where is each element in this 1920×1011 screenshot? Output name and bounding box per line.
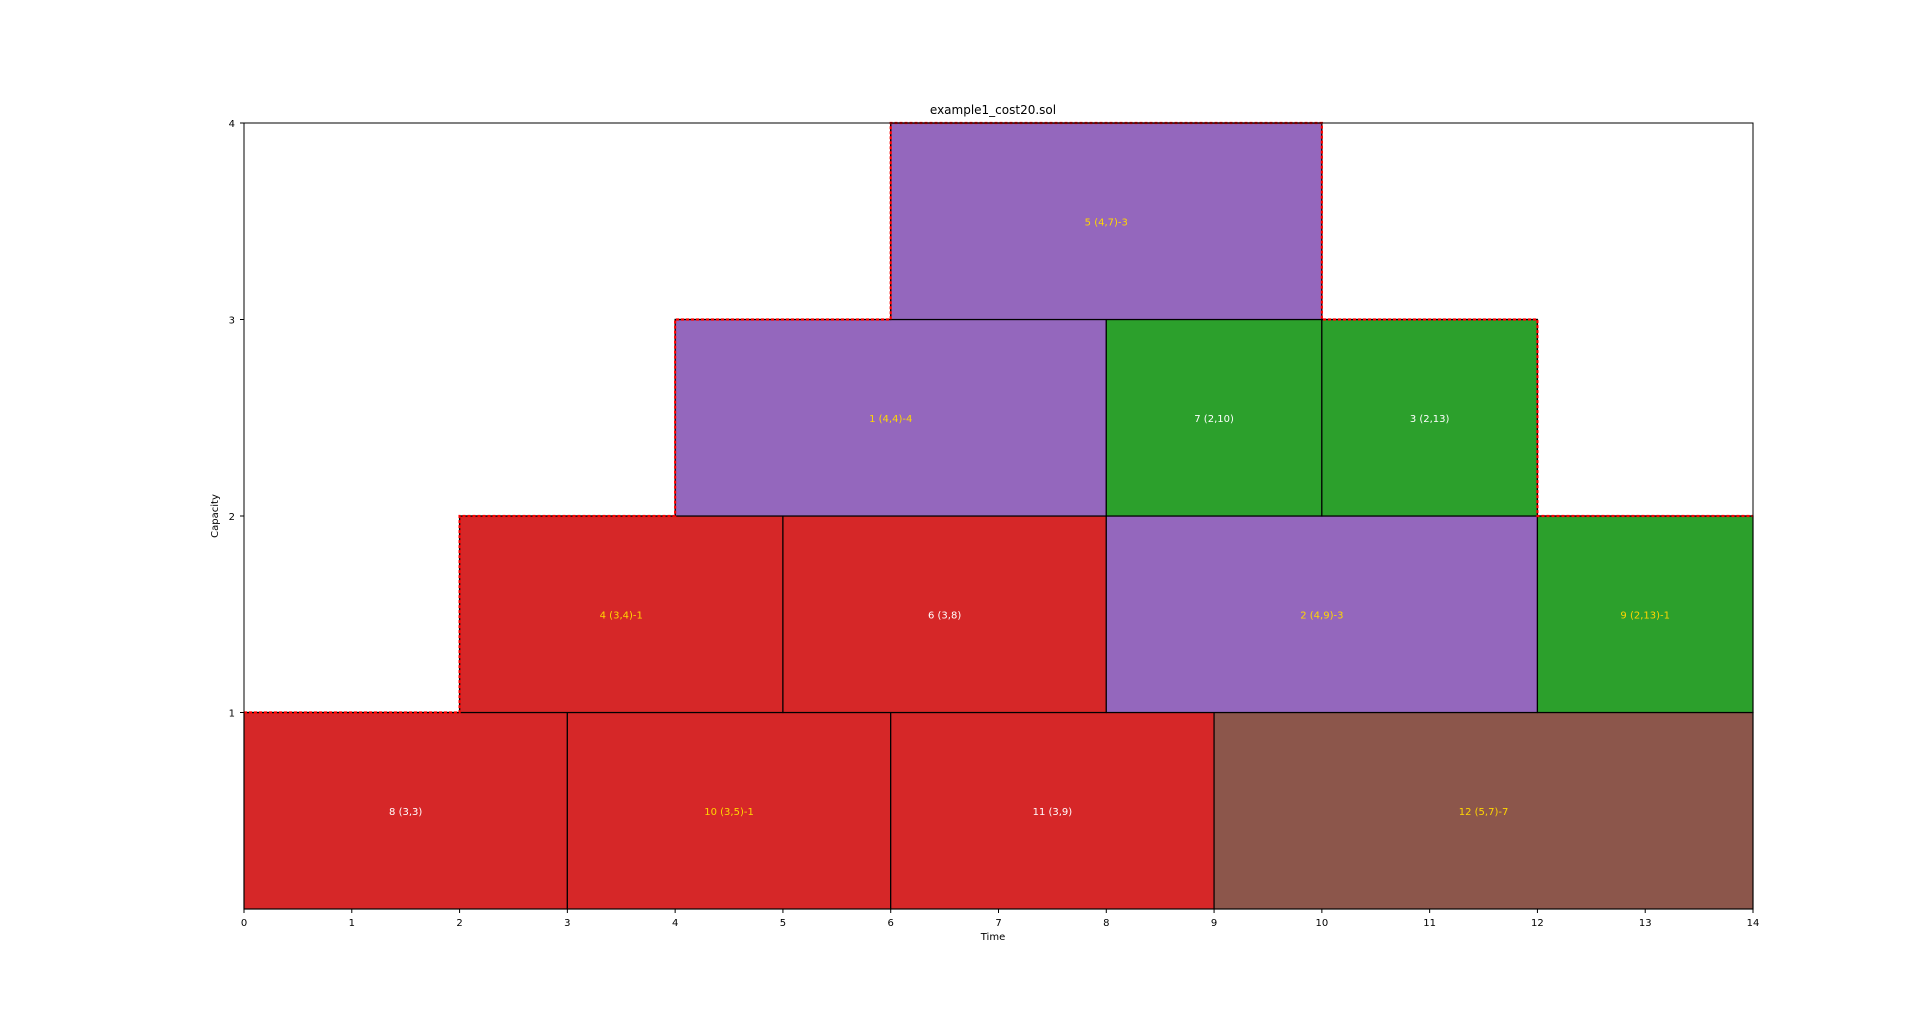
capacity-profile-line [244,121,1753,714]
block-rect [1213,711,1754,910]
x-axis-ticks: 0 1 2 3 4 5 6 7 8 9 10 11 12 13 14 [241,909,1760,929]
chart-title: example1_cost20.sol [930,103,1056,117]
block: 8 (3,3) [243,711,568,910]
block-rect [1105,515,1539,714]
y-tick-label: 2 [229,512,235,523]
block-label: 3 (2,13) [1410,414,1450,425]
block-rect [890,122,1323,321]
x-tick-label: 8 [1103,918,1109,929]
x-tick-label: 2 [456,918,462,929]
block-rect [890,711,1215,910]
block-label: 4 (3,4)-1 [600,610,643,621]
block-rect [1105,318,1323,517]
x-tick-label: 7 [995,918,1001,929]
block: 4 (3,4)-1 [458,515,784,714]
block: 11 (3,9) [890,711,1215,910]
block: 2 (4,9)-3 [1105,515,1539,714]
block-rect [458,515,784,714]
x-tick-label: 11 [1423,918,1436,929]
block: 10 (3,5)-1 [566,711,892,910]
x-tick-label: 1 [349,918,355,929]
y-axis-label: Capacity [210,494,221,538]
block-rect [674,318,1107,517]
x-tick-label: 4 [672,918,678,929]
y-tick-label: 3 [229,316,235,327]
block: 3 (2,13) [1321,318,1539,517]
block-label: 2 (4,9)-3 [1300,610,1343,621]
y-tick-label: 1 [229,709,235,720]
x-tick-label: 14 [1747,918,1760,929]
x-tick-label: 3 [564,918,570,929]
x-tick-label: 5 [780,918,786,929]
block-rect [782,515,1107,714]
x-tick-label: 6 [888,918,894,929]
y-axis-ticks: 1 2 3 4 [229,119,244,720]
block-label: 7 (2,10) [1194,414,1234,425]
block-rect [566,711,892,910]
block-label: 12 (5,7)-7 [1459,807,1509,818]
block: 7 (2,10) [1105,318,1323,517]
block: 6 (3,8) [782,515,1107,714]
capacity-profile-layer [244,121,1753,714]
x-axis-label: Time [980,932,1005,943]
block-label: 11 (3,9) [1033,807,1073,818]
y-tick-label: 4 [229,119,235,130]
blocks-layer: 8 (3,3) 10 (3,5)-1 11 (3,9) 12 (5,7)-7 4 (3,… [243,122,1754,910]
x-tick-label: 9 [1211,918,1217,929]
block: 12 (5,7)-7 [1213,711,1754,910]
block-rect [1536,515,1754,714]
x-tick-label: 10 [1315,918,1328,929]
block-label: 9 (2,13)-1 [1620,610,1670,621]
block-label: 1 (4,4)-4 [869,414,912,425]
block: 9 (2,13)-1 [1536,515,1754,714]
block-label: 8 (3,3) [389,807,422,818]
block-label: 10 (3,5)-1 [704,807,754,818]
x-tick-label: 13 [1639,918,1652,929]
block: 1 (4,4)-4 [674,318,1107,517]
block: 5 (4,7)-3 [890,122,1323,321]
x-tick-label: 0 [241,918,247,929]
block-label: 5 (4,7)-3 [1085,217,1128,228]
block-rect [243,711,568,910]
x-tick-label: 12 [1531,918,1544,929]
block-label: 6 (3,8) [928,610,961,621]
